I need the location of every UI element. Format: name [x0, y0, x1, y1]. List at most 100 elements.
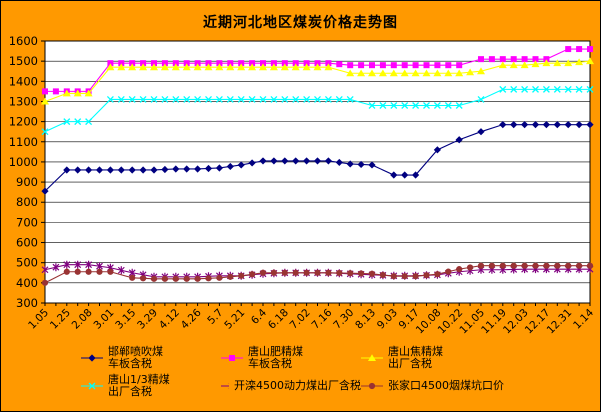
circle-marker — [216, 274, 223, 281]
diamond-marker — [281, 157, 289, 165]
y-axis-label: 600 — [16, 236, 38, 250]
square-marker — [379, 62, 386, 69]
legend-entry: 唐山1/3精煤 出厂含税 — [81, 374, 221, 398]
x-marker — [542, 85, 550, 93]
triangle-marker — [106, 63, 115, 71]
triangle-marker — [444, 69, 453, 77]
triangle-marker — [302, 63, 311, 71]
x-marker — [368, 102, 376, 109]
x-marker — [106, 95, 114, 103]
diamond-marker — [564, 121, 572, 129]
square-marker — [358, 62, 365, 69]
x-marker — [423, 102, 430, 109]
triangle-marker — [466, 68, 475, 76]
square-marker — [194, 60, 201, 67]
diamond-marker — [521, 121, 529, 129]
diamond-marker — [172, 165, 180, 173]
circle-marker — [488, 262, 495, 269]
y-axis-label: 500 — [16, 256, 38, 270]
circle-marker — [303, 269, 310, 276]
square-marker — [238, 60, 245, 67]
triangle-marker — [280, 63, 289, 71]
x-marker — [564, 85, 572, 93]
circle-marker — [74, 268, 81, 275]
circle-marker — [292, 269, 299, 276]
y-axis-label: 1000 — [9, 155, 38, 169]
square-marker — [260, 60, 266, 67]
triangle-marker — [477, 67, 485, 75]
square-marker — [423, 62, 430, 69]
circle-marker — [347, 270, 354, 277]
circle-marker — [477, 262, 485, 269]
circle-marker — [456, 266, 463, 273]
diamond-marker — [313, 157, 322, 165]
star-marker — [41, 265, 49, 274]
diamond-marker — [150, 166, 158, 174]
square-marker — [129, 60, 136, 67]
diamond-marker — [161, 165, 169, 174]
star-marker — [63, 260, 71, 269]
star-marker — [85, 260, 93, 269]
x-marker — [324, 95, 332, 103]
x-marker — [41, 128, 49, 136]
star-marker — [52, 263, 60, 272]
diamond-marker — [303, 157, 311, 165]
triangle-marker — [520, 61, 529, 69]
square-marker — [270, 60, 277, 67]
triangle-marker — [291, 63, 300, 71]
triangle-marker — [433, 69, 442, 77]
x-axis-label: 1.14 — [571, 306, 596, 331]
triangle-marker — [411, 69, 420, 77]
circle-marker — [379, 271, 386, 279]
legend-label: 唐山焦精煤 出厂含税 — [388, 345, 443, 370]
square-marker — [183, 60, 190, 67]
circle-marker — [510, 262, 517, 269]
x-axis-label: 7.02 — [288, 307, 313, 332]
square-marker — [543, 56, 550, 63]
circle-marker — [336, 269, 343, 277]
circle-marker — [423, 272, 430, 279]
circle-marker — [576, 262, 583, 269]
x-axis-label: 7.30 — [331, 307, 356, 332]
triangle-marker — [389, 69, 398, 77]
x-marker — [226, 95, 234, 103]
diamond-marker — [194, 165, 202, 173]
square-marker — [161, 60, 168, 67]
triangle-marker — [139, 63, 148, 71]
triangle-marker — [422, 69, 431, 77]
circle-marker — [249, 271, 256, 278]
triangle-marker — [226, 63, 235, 71]
x-axis-label: 4.12 — [157, 307, 182, 332]
plot-background — [44, 40, 591, 304]
x-marker — [455, 102, 463, 109]
triangle-marker — [73, 89, 82, 97]
x-marker — [128, 95, 136, 103]
square-marker — [445, 62, 452, 69]
diamond-marker — [586, 121, 594, 129]
x-marker — [161, 95, 169, 103]
square-marker — [336, 61, 343, 68]
x-marker — [412, 102, 420, 109]
circle-marker — [314, 269, 321, 276]
x-marker — [303, 95, 311, 103]
circle-marker — [445, 268, 452, 275]
x-axis-label: 2.08 — [70, 307, 95, 332]
legend-entry: 开滦4500动力煤出厂含税 — [221, 374, 361, 398]
x-marker — [172, 95, 180, 103]
diamond-marker — [357, 160, 365, 169]
triangle-marker — [41, 97, 49, 105]
x-marker — [205, 95, 212, 103]
square-marker — [434, 62, 441, 69]
x-axis-label: 12.31 — [545, 307, 575, 337]
y-axis-label: 300 — [16, 296, 38, 310]
triangle-marker — [368, 354, 376, 361]
diamond-marker — [106, 166, 114, 174]
square-marker — [227, 60, 234, 67]
triangle-marker — [531, 60, 540, 68]
triangle-marker — [182, 63, 191, 71]
diamond-marker — [346, 160, 354, 168]
square-marker — [303, 60, 310, 67]
square-marker — [576, 46, 583, 53]
x-axis-label: 8.13 — [353, 307, 378, 332]
chart-legend: 邯郸喷吹煤 车板含税 唐山肥精煤 车板含税 唐山焦精煤 出厂含税 唐山1/3精煤 出厂含税 开滦… — [81, 346, 531, 398]
